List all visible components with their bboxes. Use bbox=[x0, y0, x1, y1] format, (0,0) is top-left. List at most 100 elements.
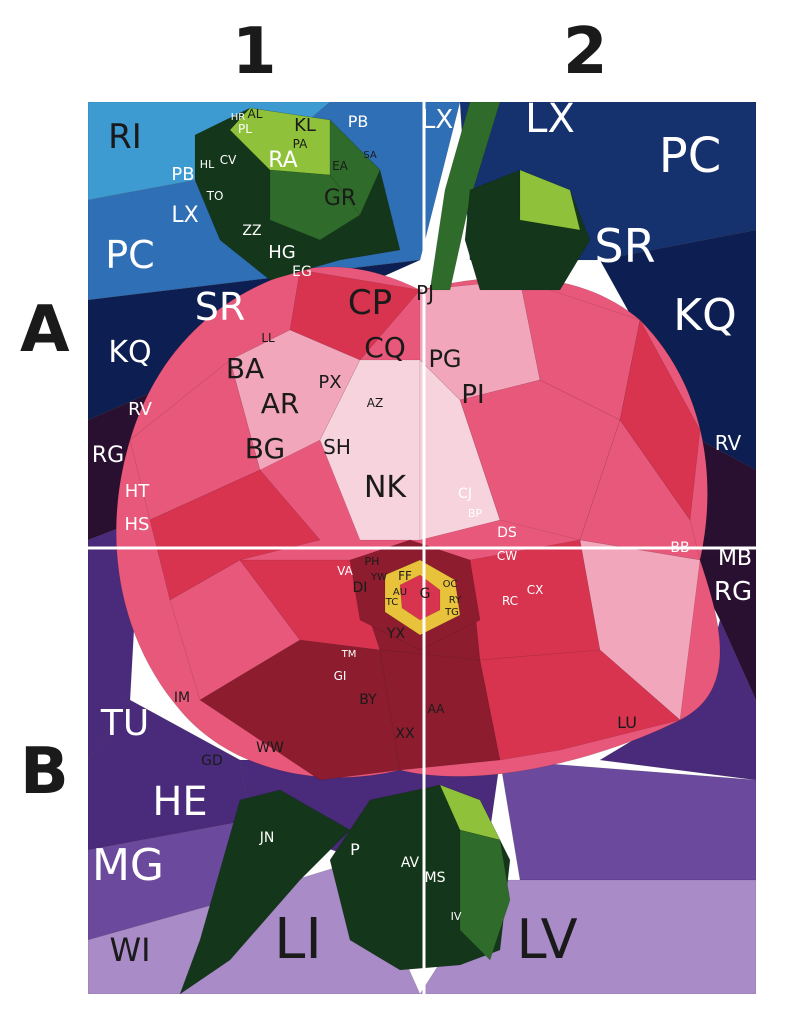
region-label: HG bbox=[268, 242, 295, 263]
region-label: EA bbox=[332, 159, 349, 173]
region-label: DS bbox=[497, 525, 517, 541]
region-label: RA bbox=[268, 148, 297, 173]
row-label-b: B bbox=[20, 735, 69, 809]
region-label: CJ bbox=[458, 486, 472, 502]
region-label: MG bbox=[92, 840, 164, 891]
region-label: PG bbox=[428, 345, 461, 373]
region-label: KQ bbox=[108, 335, 151, 370]
region-label: KL bbox=[294, 115, 316, 136]
region-label: SA bbox=[363, 150, 377, 161]
region-label: HS bbox=[125, 514, 150, 535]
region-label: HE bbox=[152, 779, 207, 825]
region-label: XX bbox=[395, 726, 415, 742]
row-label-a: A bbox=[20, 293, 70, 367]
region-label: LL bbox=[261, 331, 275, 345]
leaf bbox=[269, 169, 361, 241]
region-label: BY bbox=[359, 692, 377, 708]
apple-facet bbox=[469, 539, 601, 661]
apple-core bbox=[399, 574, 441, 621]
region-label: RV bbox=[128, 399, 153, 420]
region-label: PI bbox=[461, 380, 484, 410]
region-label: TC bbox=[385, 597, 399, 608]
region-label: CV bbox=[220, 153, 237, 167]
region-label: GI bbox=[334, 669, 347, 683]
region-label: RG bbox=[92, 443, 124, 468]
region-label: BA bbox=[226, 352, 264, 385]
region-label: SR bbox=[195, 285, 246, 329]
region-label: ZZ bbox=[242, 223, 261, 239]
region-label: CX bbox=[527, 583, 544, 597]
region-label: MS bbox=[425, 870, 446, 886]
stem bbox=[429, 102, 501, 291]
region-label: KQ bbox=[673, 290, 737, 341]
region-label: LU bbox=[617, 713, 637, 732]
region-label: LV bbox=[516, 908, 577, 971]
leaf bbox=[519, 169, 581, 231]
region-label: BG bbox=[245, 432, 285, 465]
region-label: AA bbox=[428, 702, 446, 716]
region-label: BP bbox=[468, 507, 483, 520]
region-label: YX bbox=[386, 626, 406, 642]
region-label: PL bbox=[238, 122, 252, 136]
background-panels bbox=[88, 102, 756, 994]
leaf bbox=[459, 829, 511, 961]
region-label: RG bbox=[714, 577, 752, 607]
region-label: MB bbox=[718, 546, 752, 571]
region-label: RY bbox=[449, 595, 462, 606]
region-label: HL bbox=[200, 158, 215, 171]
region-label: TM bbox=[341, 649, 357, 660]
region-label: NK bbox=[364, 470, 407, 505]
region-label: TU bbox=[100, 703, 149, 744]
region-label: EG bbox=[292, 264, 312, 280]
region-label: RI bbox=[108, 117, 142, 157]
region-label: LX bbox=[525, 96, 575, 142]
region-label: AR bbox=[261, 387, 300, 420]
region-label: PJ bbox=[416, 281, 434, 305]
region-label: SR bbox=[594, 219, 655, 273]
region-label: SH bbox=[323, 435, 351, 459]
region-label: CQ bbox=[364, 331, 406, 364]
region-label: WI bbox=[109, 931, 150, 969]
region-label: VA bbox=[337, 564, 353, 578]
region-label: HR bbox=[231, 112, 246, 123]
region-label: RV bbox=[715, 431, 742, 455]
region-label: OC bbox=[443, 579, 458, 590]
region-label: LX bbox=[421, 105, 453, 135]
region-label: AZ bbox=[367, 396, 383, 410]
region-label: FF bbox=[398, 569, 412, 583]
region-label: CP bbox=[348, 283, 392, 323]
region-label: AV bbox=[401, 855, 420, 871]
region-label: IV bbox=[451, 910, 462, 923]
bg-lilac-panel bbox=[88, 899, 231, 994]
region-label: PH bbox=[365, 555, 380, 568]
region-label: DI bbox=[353, 580, 368, 596]
region-label: YW bbox=[370, 572, 387, 583]
region-label: TG bbox=[444, 607, 459, 618]
region-label: PC bbox=[659, 128, 721, 184]
region-label: PB bbox=[171, 164, 194, 185]
column-label-2: 2 bbox=[563, 15, 608, 89]
region-label: PA bbox=[293, 137, 308, 151]
stem bbox=[179, 789, 351, 994]
region-label: HT bbox=[125, 481, 151, 502]
apple-facet bbox=[149, 469, 321, 601]
region-label: JN bbox=[259, 830, 275, 846]
region-label: WW bbox=[256, 740, 284, 756]
region-label: PX bbox=[318, 372, 341, 393]
region-label: G bbox=[420, 586, 431, 602]
region-label: LI bbox=[274, 907, 322, 972]
bg-violet-panel bbox=[499, 759, 756, 881]
region-label: TO bbox=[206, 189, 224, 203]
region-label: IM bbox=[174, 690, 190, 706]
region-label: GR bbox=[324, 186, 356, 211]
region-label: CW bbox=[497, 549, 517, 563]
region-label: BB bbox=[670, 540, 689, 556]
region-label: LX bbox=[171, 203, 198, 228]
region-label: PC bbox=[105, 233, 154, 277]
region-label: AU bbox=[393, 587, 407, 598]
region-label: GD bbox=[201, 753, 223, 769]
region-label: RC bbox=[502, 594, 518, 608]
